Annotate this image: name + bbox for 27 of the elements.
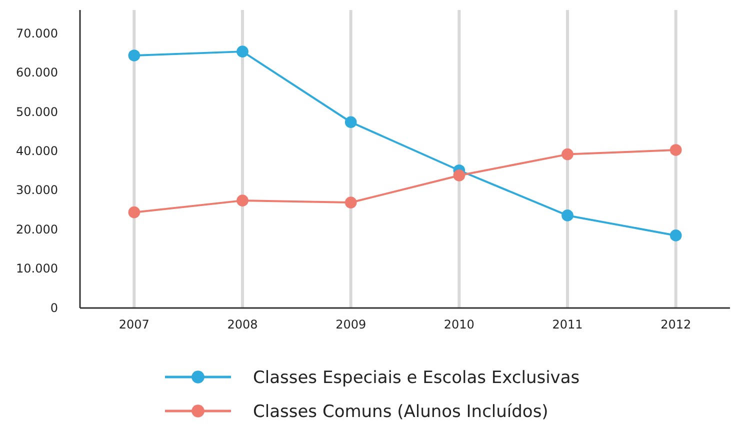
y-tick-label: 70.000: [16, 26, 58, 40]
point: [344, 196, 357, 208]
point: [562, 210, 574, 222]
legend-label: Classes Comuns (Alunos Incluídos): [253, 402, 548, 422]
x-tick-label: 2007: [118, 318, 150, 332]
point: [670, 144, 682, 156]
x-tick-label: 2012: [660, 318, 692, 332]
y-tick-label: 60.000: [16, 66, 58, 80]
legend-label: Classes Especiais e Escolas Exclusivas: [253, 368, 580, 388]
point: [236, 194, 248, 206]
point: [562, 148, 574, 160]
point: [453, 170, 466, 182]
x-tick-label: 2011: [552, 318, 583, 332]
y-tick-label: 20.000: [16, 222, 58, 236]
point: [670, 230, 682, 242]
point: [236, 46, 248, 58]
y-tick-label: 50.000: [16, 104, 58, 119]
y-tick-label: 30.000: [16, 183, 58, 198]
y-tick-label: 0: [50, 300, 58, 315]
point: [344, 116, 357, 128]
point: [128, 206, 140, 218]
y-tick-label: 10.000: [16, 262, 58, 276]
x-tick-label: 2010: [444, 318, 474, 332]
x-tick-label: 2009: [336, 318, 366, 332]
y-tick-label: 40.000: [16, 144, 58, 158]
point: [128, 50, 140, 62]
x-tick-label: 2008: [227, 318, 258, 332]
